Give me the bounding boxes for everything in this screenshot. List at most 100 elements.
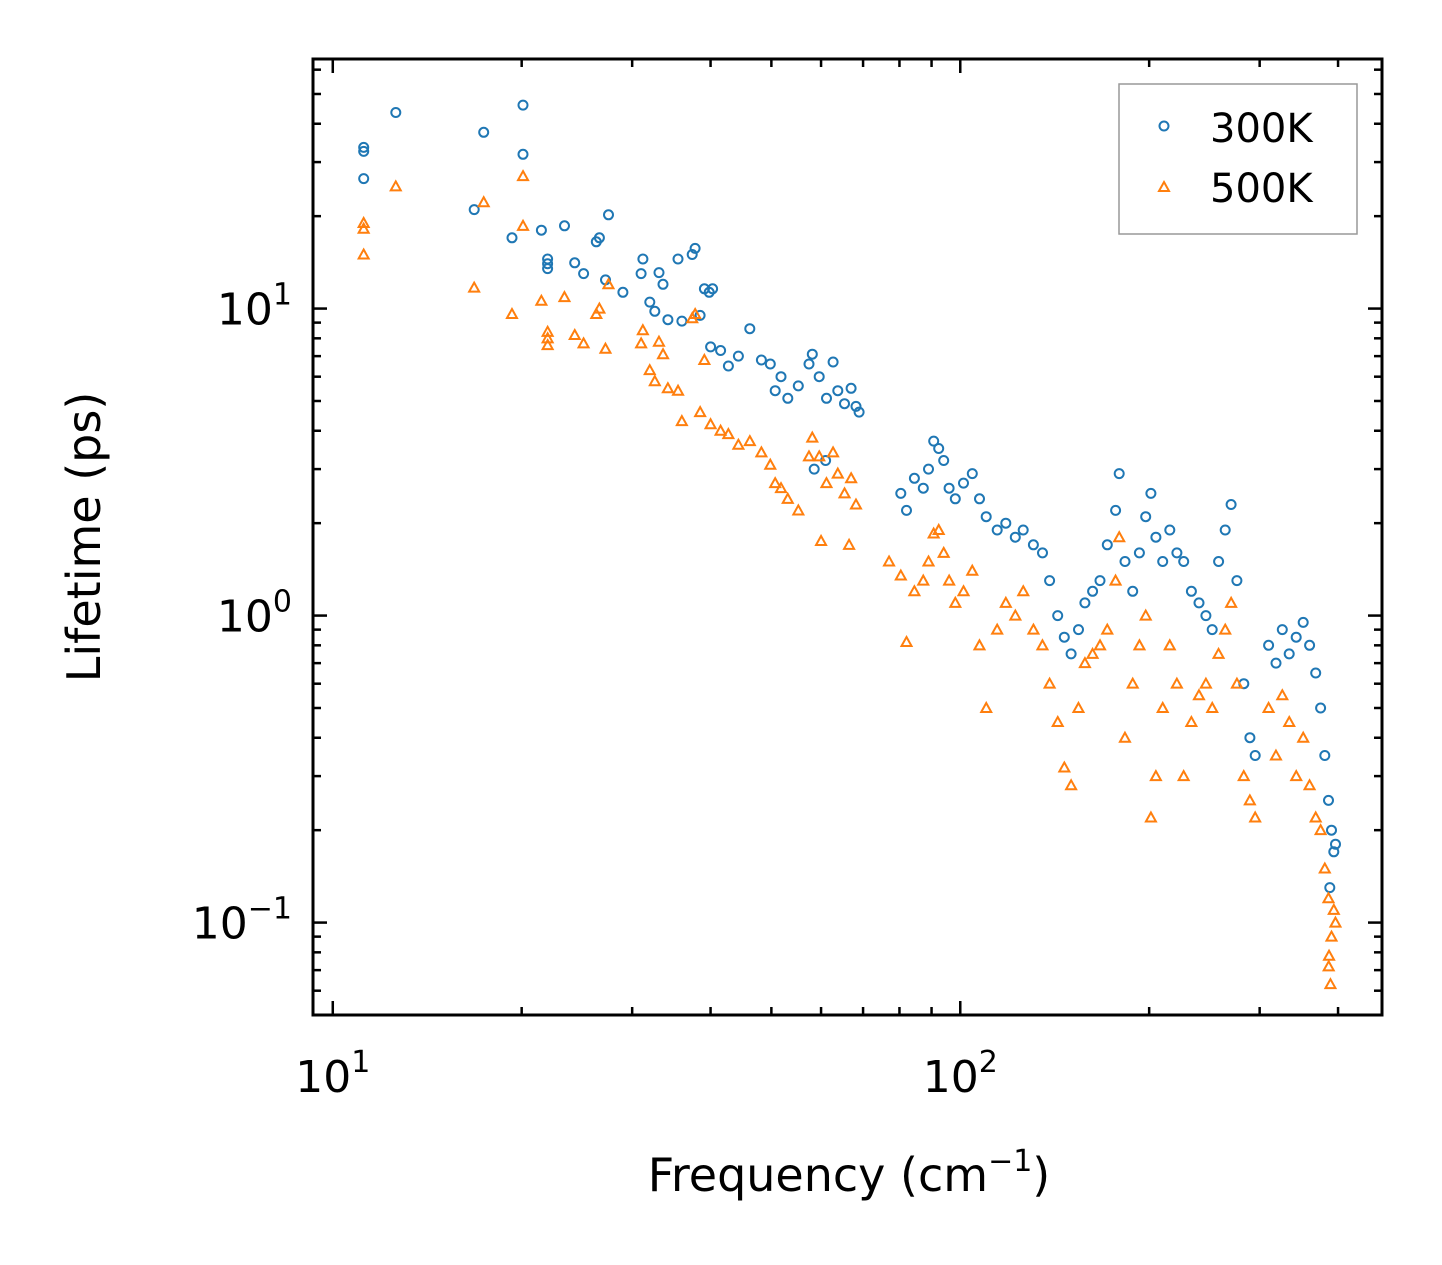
point-300k-7 [517,99,529,111]
point-300k-73 [991,524,1003,536]
point-500k-62 [932,522,946,535]
point-500k-90 [1139,608,1153,621]
point-500k-83 [1093,638,1107,651]
point-500k-75 [1035,638,1050,651]
point-500k-45 [805,430,819,443]
point-300k-91 [1127,585,1139,597]
point-300k-64 [928,435,940,447]
point-300k-85 [1087,585,1099,597]
point-500k-103 [1224,595,1238,608]
point-500k-28 [675,414,689,427]
point-500k-26 [661,381,675,394]
point-500k-30 [688,306,702,320]
point-300k-22 [637,253,649,265]
point-300k-20 [617,286,629,298]
point-500k-1 [356,221,371,234]
point-500k-79 [1064,778,1078,791]
point-300k-102 [1200,610,1212,622]
y-tick-label-0: 10−1 [192,892,292,950]
point-500k-0 [356,215,371,228]
point-500k-19 [601,277,616,290]
point-300k-110 [1249,750,1261,761]
point-300k-4 [468,204,480,216]
point-500k-48 [826,445,840,458]
point-500k-13 [557,290,572,303]
point-300k-107 [1231,575,1243,587]
point-500k-96 [1176,769,1191,782]
point-500k-119 [1324,929,1339,942]
point-500k-37 [743,434,757,447]
point-300k-101 [1193,597,1205,609]
point-500k-115 [1308,810,1323,823]
plot-frame [311,57,1384,1017]
point-300k-39 [732,350,744,362]
point-300k-19 [603,209,614,221]
point-300k-84 [1079,597,1091,609]
point-500k-24 [652,334,666,347]
point-300k-48 [806,348,818,360]
point-300k-114 [1283,648,1295,660]
point-500k-80 [1071,700,1086,713]
point-500k-10 [540,324,555,337]
point-300k-77 [1027,539,1039,551]
point-500k-66 [956,584,971,597]
point-300k-30 [686,249,698,260]
point-500k-39 [763,457,777,470]
point-300k-56 [853,406,865,418]
point-500k-74 [1026,622,1041,635]
point-500k-109 [1269,748,1283,761]
legend-frame [1118,83,1358,235]
point-500k-91 [1144,810,1158,823]
point-500k-12 [540,338,555,351]
point-500k-27 [671,383,685,396]
point-300k-32 [694,309,706,321]
point-500k-99 [1199,676,1213,689]
point-500k-59 [916,573,930,586]
point-500k-85 [1108,573,1123,586]
point-300k-117 [1304,639,1316,651]
point-300k-75 [1009,531,1021,543]
point-500k-17 [592,301,607,314]
legend-marker-300k [1158,120,1170,132]
point-300k-14 [569,257,581,269]
point-500k-11 [540,331,555,344]
point-300k-31 [689,242,701,254]
point-300k-40 [744,323,756,335]
point-300k-27 [662,314,674,326]
point-300k-68 [949,493,961,505]
point-300k-29 [676,315,688,327]
point-500k-110 [1275,688,1290,701]
point-500k-41 [774,481,788,494]
point-300k-122 [1326,824,1337,836]
x-tick-label-1: 102 [923,1045,998,1103]
point-300k-53 [839,398,850,410]
point-300k-83 [1073,624,1084,636]
point-500k-121 [1328,915,1343,928]
point-500k-120 [1327,902,1341,915]
point-300k-61 [908,472,920,484]
point-500k-51 [844,471,858,484]
point-300k-23 [644,296,656,308]
point-300k-49 [813,371,825,383]
point-500k-8 [516,218,530,231]
point-500k-81 [1078,656,1092,669]
point-500k-46 [812,449,826,462]
point-300k-28 [672,253,684,265]
point-300k-17 [593,232,605,244]
point-300k-71 [974,493,985,505]
point-500k-86 [1112,530,1126,543]
point-500k-72 [1008,608,1023,621]
point-300k-93 [1140,511,1152,523]
point-500k-116 [1313,823,1328,836]
point-300k-118 [1310,667,1322,679]
point-300k-41 [755,354,767,366]
point-300k-62 [917,482,929,494]
point-300k-3 [390,107,402,118]
point-300k-50 [821,392,832,404]
point-500k-49 [831,466,845,479]
point-300k-120 [1319,750,1331,761]
point-300k-70 [966,468,978,480]
point-500k-4 [467,280,481,293]
point-500k-31 [693,405,707,418]
point-500k-21 [636,323,650,336]
